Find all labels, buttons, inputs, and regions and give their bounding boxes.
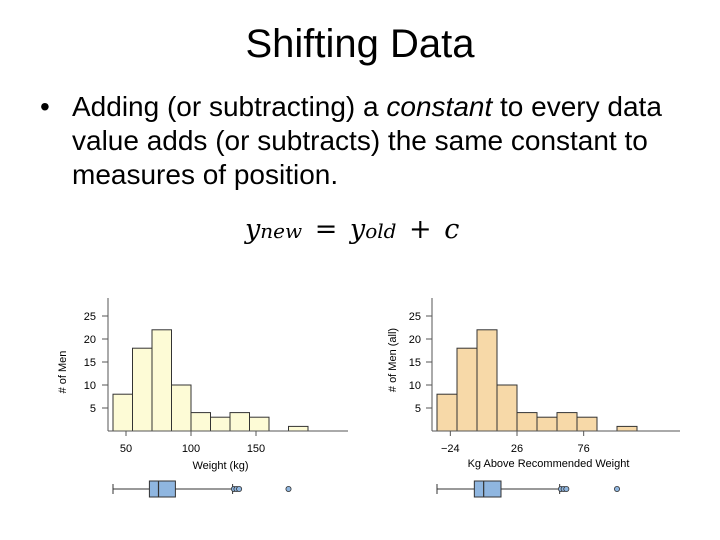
chart2-bar-8 bbox=[576, 416, 598, 432]
chart1-y-tick-25: 25 bbox=[84, 311, 96, 323]
chart1-y-tick-15: 15 bbox=[84, 357, 96, 369]
chart2-y-tick-20: 20 bbox=[409, 334, 421, 346]
chart2-y-label: # of Men (all) bbox=[387, 328, 399, 392]
chart2-y-tick-25: 25 bbox=[409, 311, 421, 323]
formula-y-new: y bbox=[245, 214, 261, 245]
chart1-outlier-4 bbox=[285, 485, 292, 492]
chart2-box bbox=[473, 480, 502, 498]
chart1-x-label: Weight (kg) bbox=[192, 460, 248, 472]
chart2-bar-3 bbox=[476, 329, 498, 432]
chart1-bar-2 bbox=[132, 347, 153, 432]
chart2-bar-10 bbox=[616, 425, 638, 432]
bullet-text-start: Adding (or subtracting) a bbox=[72, 91, 387, 122]
chart1-bar-6 bbox=[210, 416, 231, 432]
chart1-y-tick-20: 20 bbox=[84, 334, 96, 346]
chart1-bar-8 bbox=[249, 416, 270, 432]
chart1-bar-3 bbox=[151, 329, 172, 432]
chart2-bar-4 bbox=[496, 384, 518, 432]
chart2-outlier-3 bbox=[563, 485, 570, 492]
chart1-bar-4 bbox=[171, 384, 192, 432]
bullet-marker: • bbox=[40, 91, 50, 122]
formula-sub-new: new bbox=[260, 219, 303, 243]
chart1-outlier-3 bbox=[236, 485, 243, 492]
chart2-y-tick-10: 10 bbox=[409, 380, 421, 392]
chart2-bar-6 bbox=[536, 416, 558, 432]
chart1-bar-5 bbox=[190, 412, 211, 432]
chart2-x-tick-1: −24 bbox=[441, 443, 460, 455]
chart2-x-tick-2: 26 bbox=[511, 443, 523, 455]
chart1-bar-7 bbox=[229, 412, 250, 432]
chart2-y-tick-5: 5 bbox=[415, 403, 421, 415]
slide-title: Shifting Data bbox=[245, 22, 475, 66]
formula-plus: + bbox=[409, 214, 432, 245]
formula-y-old: y bbox=[349, 214, 366, 245]
formula-sub-old: old bbox=[365, 219, 397, 243]
bullet-text-emphasis: constant bbox=[386, 91, 493, 122]
chart1-y-label: # of Men bbox=[57, 351, 69, 394]
chart2-x-tick-3: 76 bbox=[578, 443, 590, 455]
chart1-y-tick-10: 10 bbox=[84, 380, 96, 392]
chart1-bar-10 bbox=[288, 425, 309, 432]
chart2-x-label: Kg Above Recommended Weight bbox=[468, 458, 630, 470]
chart1-x-tick-1: 50 bbox=[120, 443, 132, 455]
shift-formula: ynew = yold + c bbox=[245, 214, 459, 245]
chart1-y-tick-5: 5 bbox=[90, 403, 96, 415]
chart1-x-tick-2: 100 bbox=[182, 443, 200, 455]
chart2-outlier-4 bbox=[614, 485, 621, 492]
chart2-y-tick-15: 15 bbox=[409, 357, 421, 369]
chart1-x-tick-3: 150 bbox=[247, 443, 265, 455]
chart1-box bbox=[148, 480, 176, 498]
chart2-bar-1 bbox=[436, 393, 458, 432]
bullet-text: Adding (or subtracting) a constant to ev… bbox=[72, 90, 692, 192]
chart1-bar-1 bbox=[112, 393, 133, 432]
chart2-bar-2 bbox=[456, 347, 478, 432]
chart2-bar-5 bbox=[516, 412, 538, 432]
chart2-bar-7 bbox=[556, 412, 578, 432]
bullet-text-end: to every data value adds (or subtracts) … bbox=[72, 91, 662, 190]
formula-constant: c bbox=[444, 214, 460, 245]
formula-equals: = bbox=[314, 214, 338, 245]
